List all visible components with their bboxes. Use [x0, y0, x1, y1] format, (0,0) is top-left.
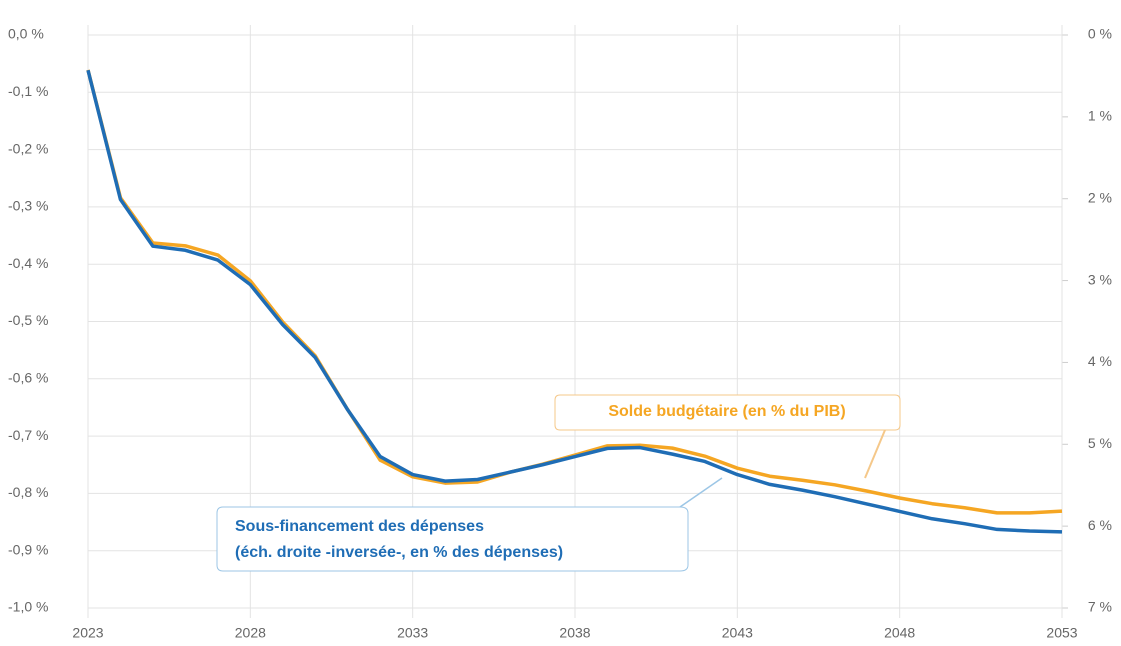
y-tick-label: -0,6 % [8, 370, 48, 386]
y-tick-label: 0,0 % [8, 26, 44, 42]
x-tick-label: 2028 [235, 625, 266, 641]
annotation-box [554, 394, 901, 431]
y2-tick-label: 4 % [1088, 353, 1112, 369]
annotation-pointer [864, 429, 886, 479]
annotation: (éch. droite -inversée-, en % des dépens… [235, 544, 563, 561]
line [86, 69, 1063, 534]
annotation-pointer [679, 477, 723, 508]
y-tick-label: -0,1 % [8, 83, 48, 99]
y-tick-label: -0,4 % [8, 255, 48, 271]
y2-tick-label: 0 % [1088, 26, 1112, 42]
x-tick-label: 2033 [397, 625, 428, 641]
y2-tick-label: 1 % [1088, 108, 1112, 124]
y2-tick-label: 3 % [1088, 271, 1112, 287]
annotation: Sous-financement des dépenses [235, 518, 484, 535]
annotation: Solde budgétaire (en % du PIB) [608, 403, 845, 420]
y-tick-label: -0,9 % [8, 541, 48, 557]
x-tick-label: 2048 [884, 625, 915, 641]
y2-tick-label: 2 % [1088, 189, 1112, 205]
y2-tick-label: 5 % [1088, 435, 1112, 451]
x-tick-label: 2038 [559, 625, 590, 641]
x-tick-label: 2023 [72, 625, 103, 641]
annotation-box [216, 506, 689, 572]
y-tick-label: -0,3 % [8, 198, 48, 214]
x-tick-label: 2053 [1046, 625, 1077, 641]
y-tick-label: -1,0 % [8, 599, 48, 615]
y-tick-label: -0,2 % [8, 140, 48, 156]
y2-tick-label: 7 % [1088, 599, 1112, 615]
y2-tick-label: 6 % [1088, 517, 1112, 533]
x-tick-label: 2043 [722, 625, 753, 641]
y-tick-label: -0,8 % [8, 484, 48, 500]
y-tick-label: -0,7 % [8, 427, 48, 443]
lines [86, 69, 1063, 534]
y-tick-label: -0,5 % [8, 312, 48, 328]
